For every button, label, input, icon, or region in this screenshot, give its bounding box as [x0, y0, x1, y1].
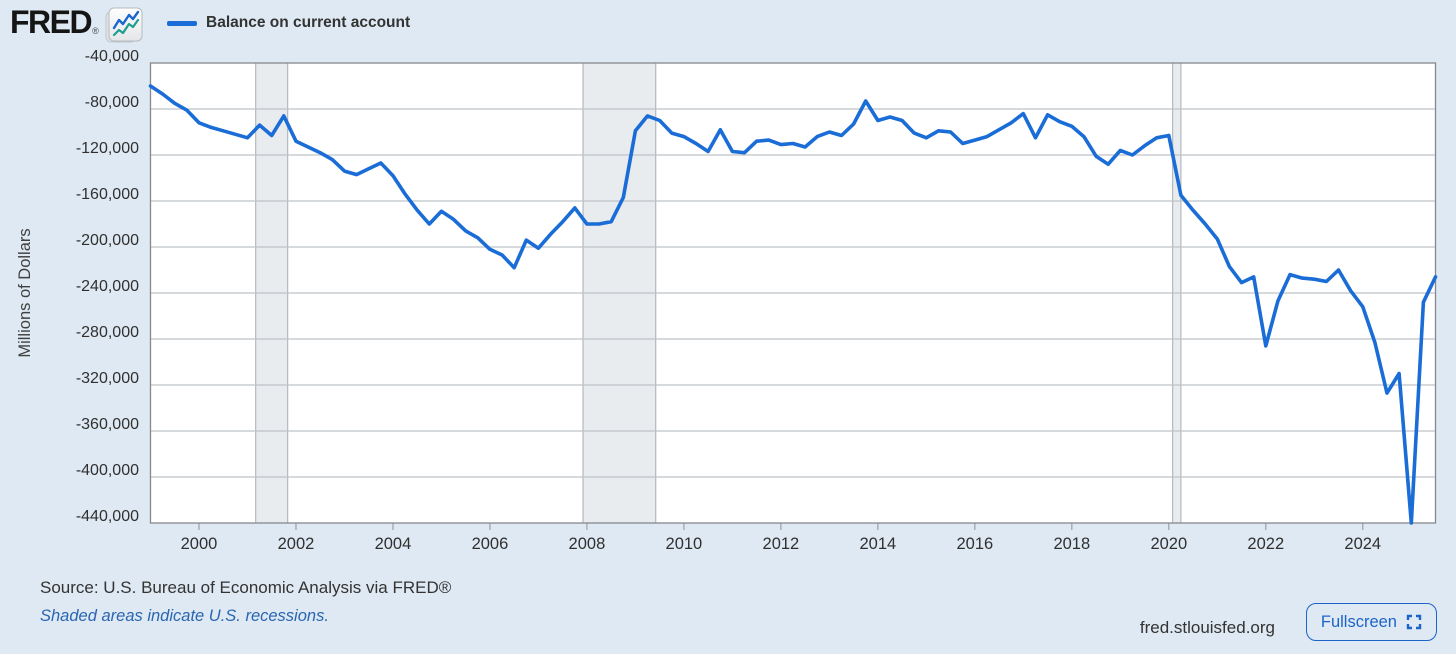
registered-mark-icon: ® — [92, 26, 99, 36]
svg-text:-200,000: -200,000 — [76, 232, 139, 249]
chart-header: FRED ® Balance on current account — [0, 0, 1456, 46]
svg-text:2012: 2012 — [763, 535, 800, 553]
fred-sparkline-icon — [105, 7, 143, 43]
gridlines — [150, 108, 1436, 478]
y-axis-labels: -40,000 -80,000 -120,000 -160,000 -200,000 -2… — [76, 48, 139, 525]
series-line[interactable] — [148, 84, 1438, 525]
svg-text:2022: 2022 — [1247, 535, 1284, 553]
recession-note-link[interactable]: Shaded areas indicate U.S. recessions. — [40, 607, 329, 625]
svg-text:2014: 2014 — [859, 535, 896, 553]
x-axis-labels: 2000 2002 2004 2006 2008 2010 2012 2014 2016 2018… — [181, 535, 1381, 553]
svg-text:2010: 2010 — [666, 535, 703, 553]
source-text: Source: U.S. Bureau of Economic Analysis… — [40, 578, 452, 597]
svg-text:-240,000: -240,000 — [76, 278, 139, 295]
svg-text:2018: 2018 — [1053, 535, 1090, 553]
svg-text:2002: 2002 — [278, 535, 315, 553]
fred-wordmark: FRED — [10, 4, 93, 40]
svg-text:-280,000: -280,000 — [76, 324, 139, 341]
legend-label: Balance on current account — [206, 14, 411, 31]
svg-text:-80,000: -80,000 — [85, 94, 139, 111]
y-axis-title: Millions of Dollars — [16, 228, 34, 357]
svg-text:-40,000: -40,000 — [85, 48, 139, 65]
svg-text:2008: 2008 — [569, 535, 606, 553]
svg-text:2004: 2004 — [375, 535, 412, 553]
svg-text:-160,000: -160,000 — [76, 186, 139, 203]
time-series-chart[interactable]: -40,000 -80,000 -120,000 -160,000 -200,000 -2… — [0, 45, 1456, 562]
svg-text:2006: 2006 — [472, 535, 509, 553]
svg-text:-360,000: -360,000 — [76, 416, 139, 433]
plot-border — [149, 62, 1437, 524]
fred-logo[interactable]: FRED ® — [10, 4, 143, 44]
fullscreen-button[interactable]: Fullscreen — [1305, 603, 1437, 641]
fullscreen-icon — [1406, 614, 1422, 630]
fullscreen-label: Fullscreen — [1320, 612, 1397, 631]
svg-text:2020: 2020 — [1150, 535, 1187, 553]
site-url: fred.stlouisfed.org — [1139, 618, 1275, 637]
svg-text:-320,000: -320,000 — [76, 370, 139, 387]
legend: Balance on current account — [167, 14, 410, 32]
x-axis-ticks — [198, 523, 1364, 530]
svg-text:2016: 2016 — [956, 535, 993, 553]
svg-text:2024: 2024 — [1344, 535, 1381, 553]
svg-text:-400,000: -400,000 — [76, 462, 139, 479]
svg-text:-120,000: -120,000 — [76, 140, 139, 157]
legend-line-swatch — [167, 20, 197, 26]
svg-text:2000: 2000 — [181, 535, 218, 553]
svg-text:-440,000: -440,000 — [76, 508, 139, 525]
